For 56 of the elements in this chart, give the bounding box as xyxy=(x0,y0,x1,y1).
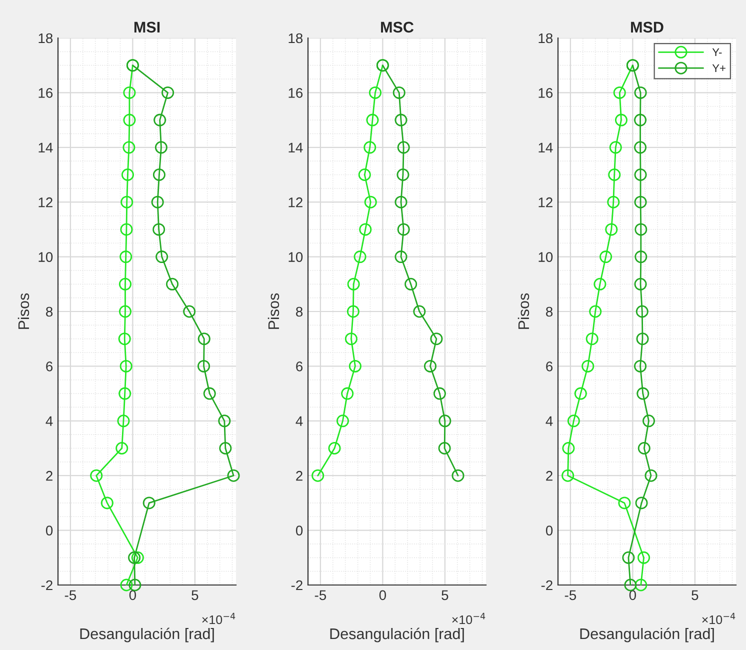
y-tick-label: 6 xyxy=(546,362,553,372)
y-tick-label: 4 xyxy=(296,416,303,426)
y-tick-label: 4 xyxy=(546,416,553,426)
y-tick-label: 12 xyxy=(538,197,552,208)
y-tick-label: 6 xyxy=(46,362,53,372)
y-tick-label: 18 xyxy=(538,33,553,44)
y-tick-label: -2 xyxy=(541,580,552,590)
x-tick-label: 0 xyxy=(379,590,386,600)
y-tick-label: 2 xyxy=(546,470,552,481)
y-tick-label: 8 xyxy=(546,306,553,317)
y-tick-label: -2 xyxy=(41,580,52,590)
y-tick-label: 0 xyxy=(46,526,53,536)
legend-label: Y- xyxy=(712,48,722,56)
chart-title: MSI xyxy=(134,22,160,33)
x-tick-label: 5 xyxy=(692,590,698,600)
y-tick-label: -2 xyxy=(291,580,302,590)
y-tick-label: 8 xyxy=(296,306,303,317)
x-axis-title: Desangulación [rad] xyxy=(580,628,714,642)
y-axis-title: Pisos xyxy=(268,293,280,329)
text: ×10$^{−4}$ xyxy=(202,612,236,624)
y-tick-label: 10 xyxy=(38,252,53,262)
legend-label: Y+ xyxy=(712,64,726,72)
y-tick-label: 0 xyxy=(296,526,303,536)
y-axis-title: Pisos xyxy=(518,293,530,329)
y-tick-label: 0 xyxy=(546,526,553,536)
x-axis-title: Desangulación [rad] xyxy=(80,628,214,642)
text: ×10$^{−4}$ xyxy=(452,612,486,624)
y-tick-label: 10 xyxy=(288,252,303,262)
x-tick-label: 5 xyxy=(192,590,198,600)
y-tick-label: 6 xyxy=(296,362,303,372)
y-tick-label: 4 xyxy=(46,416,53,426)
x-tick-label: 5 xyxy=(442,590,448,600)
x-tick-label: -5 xyxy=(64,590,76,600)
chart-title: MSD xyxy=(631,22,664,33)
y-tick-label: 12 xyxy=(288,197,302,208)
y-tick-label: 16 xyxy=(288,88,303,98)
x-axis-title: Desangulación [rad] xyxy=(330,628,464,642)
y-tick-label: 18 xyxy=(38,33,53,44)
x-tick-label: -5 xyxy=(314,590,326,600)
chart-title: MSC xyxy=(381,22,414,33)
y-tick-label: 16 xyxy=(538,88,553,98)
text: ×10$^{−4}$ xyxy=(702,612,736,624)
y-tick-label: 10 xyxy=(538,252,553,262)
x-tick-label: 0 xyxy=(629,590,636,600)
y-tick-label: 2 xyxy=(296,470,302,481)
x-tick-label: 0 xyxy=(129,590,136,600)
x-tick-label: -5 xyxy=(564,590,576,600)
y-tick-label: 14 xyxy=(38,142,53,152)
y-tick-label: 12 xyxy=(38,197,52,208)
y-tick-label: 14 xyxy=(288,142,303,152)
y-tick-label: 14 xyxy=(538,142,553,152)
y-tick-label: 8 xyxy=(46,306,53,317)
y-axis-title: Pisos xyxy=(18,293,30,329)
y-tick-label: 16 xyxy=(38,88,53,98)
y-tick-label: 18 xyxy=(288,33,303,44)
y-tick-label: 2 xyxy=(46,470,52,481)
